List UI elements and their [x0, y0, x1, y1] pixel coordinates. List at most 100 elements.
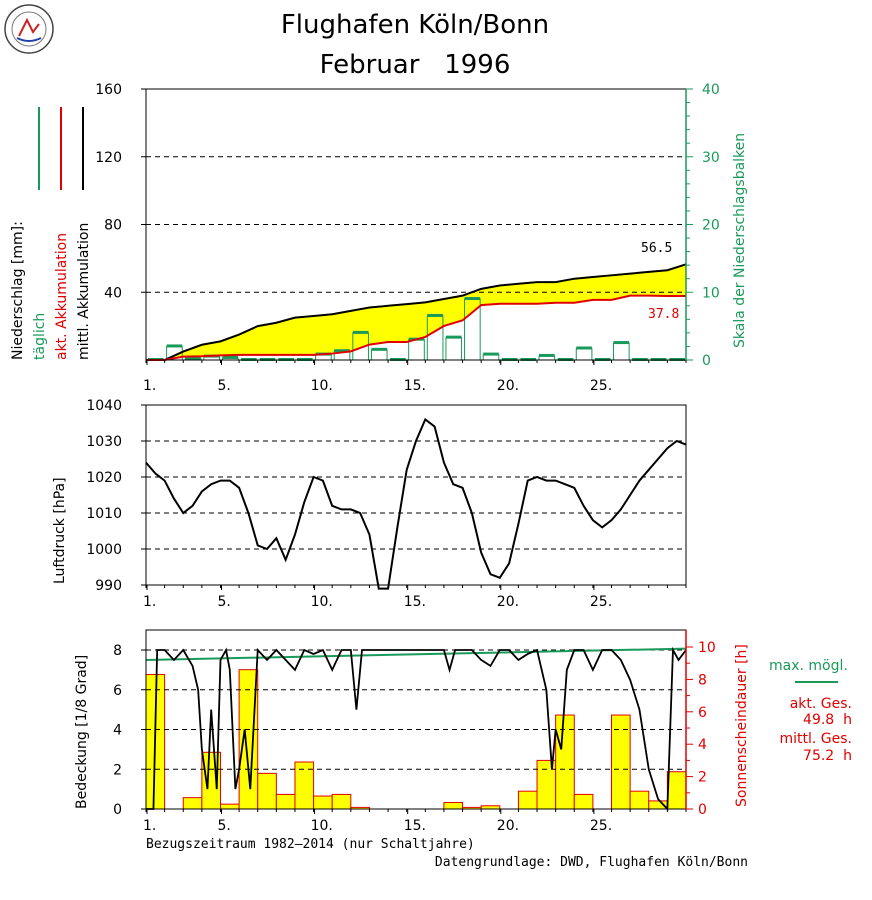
chart-subtitle: Februar 1996: [320, 50, 511, 80]
precip-ylabel-right: Skala der Niederschlagsbalken: [732, 133, 748, 348]
pressure-frame: [145, 404, 687, 586]
sunshine-bar: [517, 790, 538, 810]
pressure-xtick-label: 5.: [217, 594, 230, 610]
cloud-xtick-label: 15.: [404, 818, 426, 834]
pressure-ytick-label: 1010: [86, 506, 122, 522]
precip-xtick-label: 25.: [590, 378, 612, 394]
pressure-ytick-label: 990: [95, 578, 122, 594]
pressure-xtick-label: 15.: [404, 594, 426, 610]
pressure-ytick-label: 1000: [86, 542, 122, 558]
cloud-xtick-label: 1.: [143, 818, 156, 834]
precip-ylabel-daily: täglich: [32, 313, 48, 360]
daily-precip-cap: [166, 344, 183, 348]
daily-precip-cap: [371, 347, 388, 351]
sunshine-ytick-label: 4: [698, 737, 707, 753]
daily-precip-cap: [539, 353, 555, 357]
precip-ylabel-mean: mittl. Akkumulation: [76, 223, 92, 360]
cloud-xtick-label: 20.: [497, 818, 519, 834]
cloud-ytick-label: 0: [113, 802, 122, 818]
legend-act-value: 49.8 h: [803, 712, 852, 728]
end-label-mean: 56.5: [641, 241, 672, 256]
precipitation-panel: 160 120 80 40 40 30 20 10 0 1. 5. 10. 15. 20. 25.: [95, 82, 720, 394]
pressure-xtick-label: 25.: [590, 594, 612, 610]
daily-precip-cap: [445, 335, 462, 339]
cloud-ytick-label: 8: [113, 643, 122, 659]
sunshine-bar: [443, 802, 464, 810]
precip-ytick-right-label: 20: [702, 218, 720, 234]
sunshine-bar: [331, 793, 352, 810]
precip-ytick-right-label: 40: [702, 82, 720, 98]
accumulation-area: [146, 264, 686, 360]
cloud-sunshine-panel: 8 6 4 2 0 10 8 6 4 2 0 1. 5. 10. 15. 20. 25.: [113, 629, 716, 834]
precip-xtick-label: 10.: [311, 378, 333, 394]
precip-ylabel-actual: akt. Akkumulation: [54, 233, 70, 360]
sunshine-bar: [666, 771, 687, 810]
precip-ytick-left-label: 40: [104, 285, 122, 301]
precip-xtick-label: 5.: [217, 378, 230, 394]
legend-max-label: max. mögl.: [769, 658, 848, 674]
sunshine-bar: [629, 790, 650, 810]
sunshine-bar: [275, 793, 296, 810]
footer-source: Datengrundlage: DWD, Flughafen Köln/Bonn: [435, 855, 748, 870]
sunshine-ytick-label: 10: [698, 640, 716, 656]
cloud-ytick-label: 2: [113, 762, 122, 778]
precip-xtick-label: 1.: [143, 378, 156, 394]
legend-mean-label: mittl. Ges.: [779, 731, 852, 747]
precip-ytick-left-label: 160: [95, 82, 122, 98]
precip-ytick-right-label: 0: [702, 353, 711, 369]
precip-xtick-label: 15.: [404, 378, 426, 394]
chart-title: Flughafen Köln/Bonn: [281, 10, 549, 40]
actual-accum-line: [146, 294, 686, 361]
cloud-xtick-label: 10.: [311, 818, 333, 834]
max-sunshine-line: [145, 647, 687, 661]
pressure-ytick-label: 1040: [86, 398, 122, 414]
precip-ytick-left-label: 80: [104, 218, 122, 234]
daily-precip-cap: [185, 356, 201, 360]
daily-precip-cap: [483, 352, 499, 356]
sunshine-ytick-label: 2: [698, 770, 707, 786]
sunshine-bar: [219, 803, 240, 810]
pressure-panel: 1040 1030 1020 1010 1000 990 1. 5. 10. 15. 20. 25.: [86, 398, 687, 610]
sunshine-ytick-label: 6: [698, 705, 707, 721]
daily-precip-bar: [408, 339, 425, 361]
logo-seal: [4, 4, 54, 54]
precip-xtick-label: 20.: [497, 378, 519, 394]
daily-precip-cap: [427, 313, 443, 317]
mean-accum-line: [146, 263, 687, 361]
pressure-ytick-label: 1020: [86, 470, 122, 486]
end-label-actual: 37.8: [648, 307, 679, 322]
cloud-ylabel: Bedeckung [1/8 Grad]: [74, 655, 90, 809]
precip-ytick-left-label: 120: [95, 150, 122, 166]
sunshine-bar: [313, 795, 333, 810]
daily-precip-cap: [576, 346, 592, 350]
sunshine-ytick-label: 8: [698, 672, 707, 688]
cloud-ytick-label: 6: [113, 683, 122, 699]
pressure-xtick-label: 1.: [143, 594, 156, 610]
legend-act-label: akt. Ges.: [790, 696, 852, 712]
sunshine-ylabel: Sonnenscheindauer [h]: [734, 644, 750, 807]
pressure-ytick-label: 1030: [86, 434, 122, 450]
precip-ytick-right-label: 30: [702, 150, 720, 166]
pressure-xtick-label: 10.: [311, 594, 333, 610]
daily-precip-bar: [575, 347, 593, 361]
cloud-xtick-label: 25.: [590, 818, 612, 834]
daily-precip-bar: [445, 337, 463, 361]
daily-precip-cap: [334, 349, 350, 353]
cloud-xtick-label: 5.: [217, 818, 230, 834]
daily-precip-bar: [613, 342, 630, 361]
daily-precip-cap: [352, 330, 369, 334]
cloud-cover-line: [146, 646, 687, 812]
sunshine-bar: [257, 772, 277, 810]
sunshine-ytick-label: 0: [698, 802, 707, 818]
pressure-ylabel: Luftdruck [hPa]: [52, 477, 68, 584]
daily-precip-cap: [464, 297, 481, 301]
pressure-line: [145, 417, 687, 590]
sunshine-bar: [182, 797, 203, 810]
sunshine-bar: [573, 793, 594, 810]
cloud-ytick-label: 4: [113, 723, 122, 739]
precip-ylabel-title: Niederschlag [mm]:: [10, 221, 26, 360]
precip-ytick-right-label: 10: [702, 285, 720, 301]
legend-mean-value: 75.2 h: [803, 748, 852, 764]
daily-precip-bar: [370, 349, 388, 361]
